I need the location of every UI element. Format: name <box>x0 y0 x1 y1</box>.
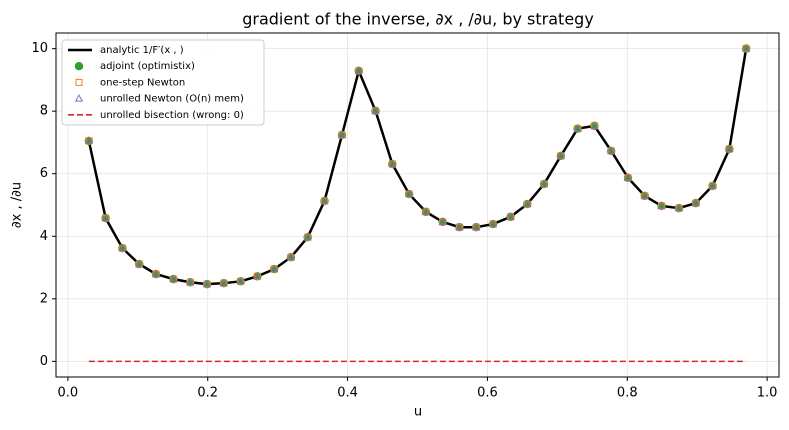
marker-triangle <box>556 151 565 159</box>
legend-marker <box>74 61 84 71</box>
marker-triangle <box>691 198 700 207</box>
marker-triangle <box>404 189 414 198</box>
marker-triangle <box>135 259 144 268</box>
marker-triangle <box>725 144 734 153</box>
marker-triangle <box>320 196 329 204</box>
marker-triangle <box>270 264 279 273</box>
marker-triangle <box>623 173 633 181</box>
x-tick-label: 0.6 <box>477 386 498 401</box>
marker-triangle <box>438 217 447 225</box>
marker-triangle <box>101 213 110 222</box>
legend-box <box>61 39 265 126</box>
x-tick-label: 0.2 <box>197 386 218 401</box>
plot-frame <box>55 32 780 378</box>
marker-triangle <box>186 277 195 286</box>
marker-triangle <box>472 222 481 231</box>
legend-label: unrolled bisection (wrong: 0) <box>100 110 244 121</box>
line <box>87 48 748 286</box>
marker-triangle <box>354 66 363 74</box>
marker-triangle <box>202 279 212 288</box>
marker-triangle <box>640 191 649 199</box>
marker-triangle <box>84 136 94 144</box>
marker-triangle <box>286 252 296 261</box>
marker-triangle <box>674 203 684 212</box>
marker-triangle <box>388 159 397 168</box>
x-axis-label: u <box>414 405 422 420</box>
marker-triangle <box>169 274 178 283</box>
marker-triangle <box>421 207 431 215</box>
marker-triangle <box>573 124 582 132</box>
marker-triangle <box>657 201 666 209</box>
x-tick-label: 0.4 <box>337 386 358 401</box>
chart-title: gradient of the inverse, ∂x , /∂u, by st… <box>242 10 594 29</box>
marker-triangle <box>590 121 599 129</box>
x-tick-label: 1.0 <box>757 386 778 401</box>
marker-triangle <box>506 212 515 220</box>
y-axis-label: ∂x , /∂u <box>10 182 25 228</box>
marker-triangle <box>455 222 464 231</box>
y-tick-label: 2 <box>40 291 48 306</box>
marker-triangle <box>219 278 228 287</box>
marker-triangle <box>539 179 549 188</box>
legend-label: one-step Newton <box>100 77 185 88</box>
x-tick-label: 0.8 <box>617 386 638 401</box>
y-tick-label: 0 <box>40 354 48 369</box>
marker-triangle <box>708 181 717 189</box>
marker-triangle <box>607 146 616 154</box>
marker-triangle <box>523 199 532 208</box>
marker-triangle <box>741 44 751 52</box>
y-tick-label: 10 <box>31 41 48 56</box>
legend-marker <box>74 94 84 102</box>
marker-triangle <box>488 219 498 228</box>
legend-label: analytic 1/F′(x , ) <box>100 45 184 56</box>
legend-label: unrolled Newton (O(n) mem) <box>100 94 244 105</box>
legend: analytic 1/F′(x , ) adjoint (optimistix) o… <box>61 39 265 126</box>
x-tick-label: 0.0 <box>58 386 79 401</box>
y-tick-label: 6 <box>40 166 48 181</box>
legend-label: adjoint (optimistix) <box>100 61 195 72</box>
marker-triangle <box>236 276 245 285</box>
marker-triangle <box>151 269 161 278</box>
marker-triangle <box>303 232 312 241</box>
y-tick-label: 8 <box>40 104 48 119</box>
marker-triangle <box>371 106 380 114</box>
legend-marker <box>75 78 83 86</box>
marker-triangle <box>118 243 127 252</box>
marker-triangle <box>253 271 262 280</box>
marker-triangle <box>337 130 347 138</box>
y-tick-label: 4 <box>40 229 48 244</box>
